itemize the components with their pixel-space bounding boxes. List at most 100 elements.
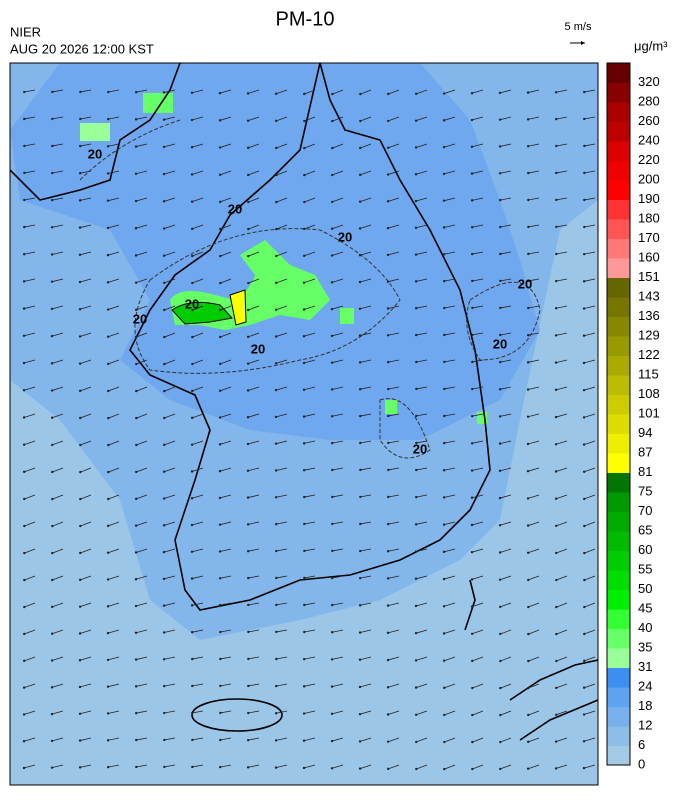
wind-arrow	[303, 710, 316, 714]
wind-arrowhead	[471, 686, 474, 690]
wind-arrow	[108, 521, 120, 527]
wind-arrow	[359, 224, 372, 229]
wind-arrow	[219, 116, 232, 121]
wind-arrowhead	[582, 416, 586, 419]
wind-arrowhead	[387, 387, 390, 391]
wind-arrowhead	[554, 334, 558, 337]
wind-arrow	[472, 413, 484, 417]
wind-arrowhead	[106, 199, 110, 202]
wind-arrowhead	[414, 119, 418, 122]
wind-arrowhead	[50, 226, 54, 229]
map-frame	[9, 62, 599, 786]
wind-arrowhead	[415, 468, 418, 472]
wind-arrow	[528, 548, 540, 554]
wind-arrow	[416, 413, 428, 417]
contour-label: 20	[185, 296, 199, 311]
wind-arrowhead	[190, 550, 194, 553]
wind-arrow	[556, 602, 568, 608]
wind-arrow	[387, 224, 400, 229]
colorbar-segment	[607, 63, 630, 83]
wind-arrowhead	[78, 253, 82, 256]
wind-arrow	[79, 251, 92, 256]
wind-arrow	[52, 197, 64, 201]
wind-arrowhead	[190, 523, 194, 527]
wind-arrow	[304, 116, 316, 122]
wind-arrowhead	[51, 171, 54, 175]
wind-arrowhead	[50, 686, 54, 689]
wind-arrow	[220, 251, 232, 257]
wind-arrowhead	[471, 659, 474, 663]
wind-arrowhead	[470, 199, 474, 202]
colorbar-label: 35	[638, 639, 652, 654]
wind-arrow	[443, 197, 456, 202]
wind-arrow	[80, 575, 92, 581]
wind-arrowhead	[246, 416, 250, 419]
wind-arrow	[584, 143, 596, 147]
wind-arrowhead	[106, 253, 110, 257]
wind-arrowhead	[582, 388, 586, 392]
wind-arrow	[416, 359, 428, 363]
wind-arrowhead	[219, 603, 222, 607]
wind-arrowhead	[274, 766, 278, 769]
wind-arrow	[24, 251, 36, 255]
wind-arrowhead	[275, 254, 278, 258]
wind-arrow	[472, 359, 484, 363]
wind-arrow	[528, 575, 540, 581]
wind-arrowhead	[190, 577, 194, 580]
wind-arrow	[527, 440, 540, 445]
wind-arrow	[51, 305, 64, 310]
wind-arrow	[360, 575, 372, 579]
wind-arrowhead	[190, 443, 194, 446]
wind-arrow	[220, 386, 232, 392]
wind-arrowhead	[583, 252, 586, 256]
wind-arrow	[248, 170, 260, 176]
wind-arrowhead	[162, 227, 166, 230]
wind-arrowhead	[554, 361, 558, 364]
colorbar-segment	[607, 570, 630, 590]
wind-arrow	[332, 494, 344, 498]
colorbar-segment	[607, 375, 630, 395]
wind-arrowhead	[191, 335, 194, 339]
wind-arrowhead	[303, 576, 306, 580]
wind-arrowhead	[22, 766, 26, 770]
wind-arrow	[220, 170, 232, 176]
wind-arrow	[79, 602, 92, 608]
wind-arrowhead	[526, 551, 530, 554]
wind-arrow	[472, 224, 484, 228]
wind-arrow	[556, 494, 568, 500]
wind-arrowhead	[498, 442, 502, 445]
wind-arrowhead	[219, 765, 222, 769]
wind-arrowhead	[414, 280, 418, 283]
wind-arrow	[276, 629, 288, 633]
colorbar-label: 160	[638, 249, 660, 264]
wind-arrowhead	[386, 577, 390, 580]
wind-arrow	[584, 467, 596, 473]
wind-arrow	[248, 278, 260, 284]
wind-arrowhead	[275, 630, 278, 634]
wind-arrowhead	[79, 90, 82, 94]
wind-arrow	[331, 359, 344, 364]
wind-arrow	[276, 521, 288, 525]
wind-arrow	[163, 89, 176, 93]
wind-arrowhead	[527, 225, 530, 229]
wind-arrowhead	[163, 281, 166, 285]
wind-arrowhead	[526, 442, 530, 446]
wind-arrowhead	[359, 414, 362, 418]
wind-arrowhead	[582, 361, 586, 365]
wind-arrow	[471, 89, 484, 94]
wind-arrow	[528, 710, 540, 716]
wind-arrow	[583, 386, 596, 391]
wind-arrow	[247, 116, 260, 122]
colorbar-segment	[607, 277, 630, 298]
wind-arrow	[584, 251, 596, 255]
wind-arrow	[80, 440, 92, 446]
wind-arrowhead	[163, 765, 166, 769]
wind-arrowhead	[414, 253, 418, 256]
wind-arrowhead	[275, 281, 278, 285]
wind-arrowhead	[162, 91, 166, 94]
wind-arrow	[107, 278, 120, 283]
wind-arrowhead	[247, 738, 250, 742]
wind-arrowhead	[134, 199, 138, 203]
wind-arrowhead	[134, 551, 138, 554]
wind-arrow	[331, 251, 344, 256]
